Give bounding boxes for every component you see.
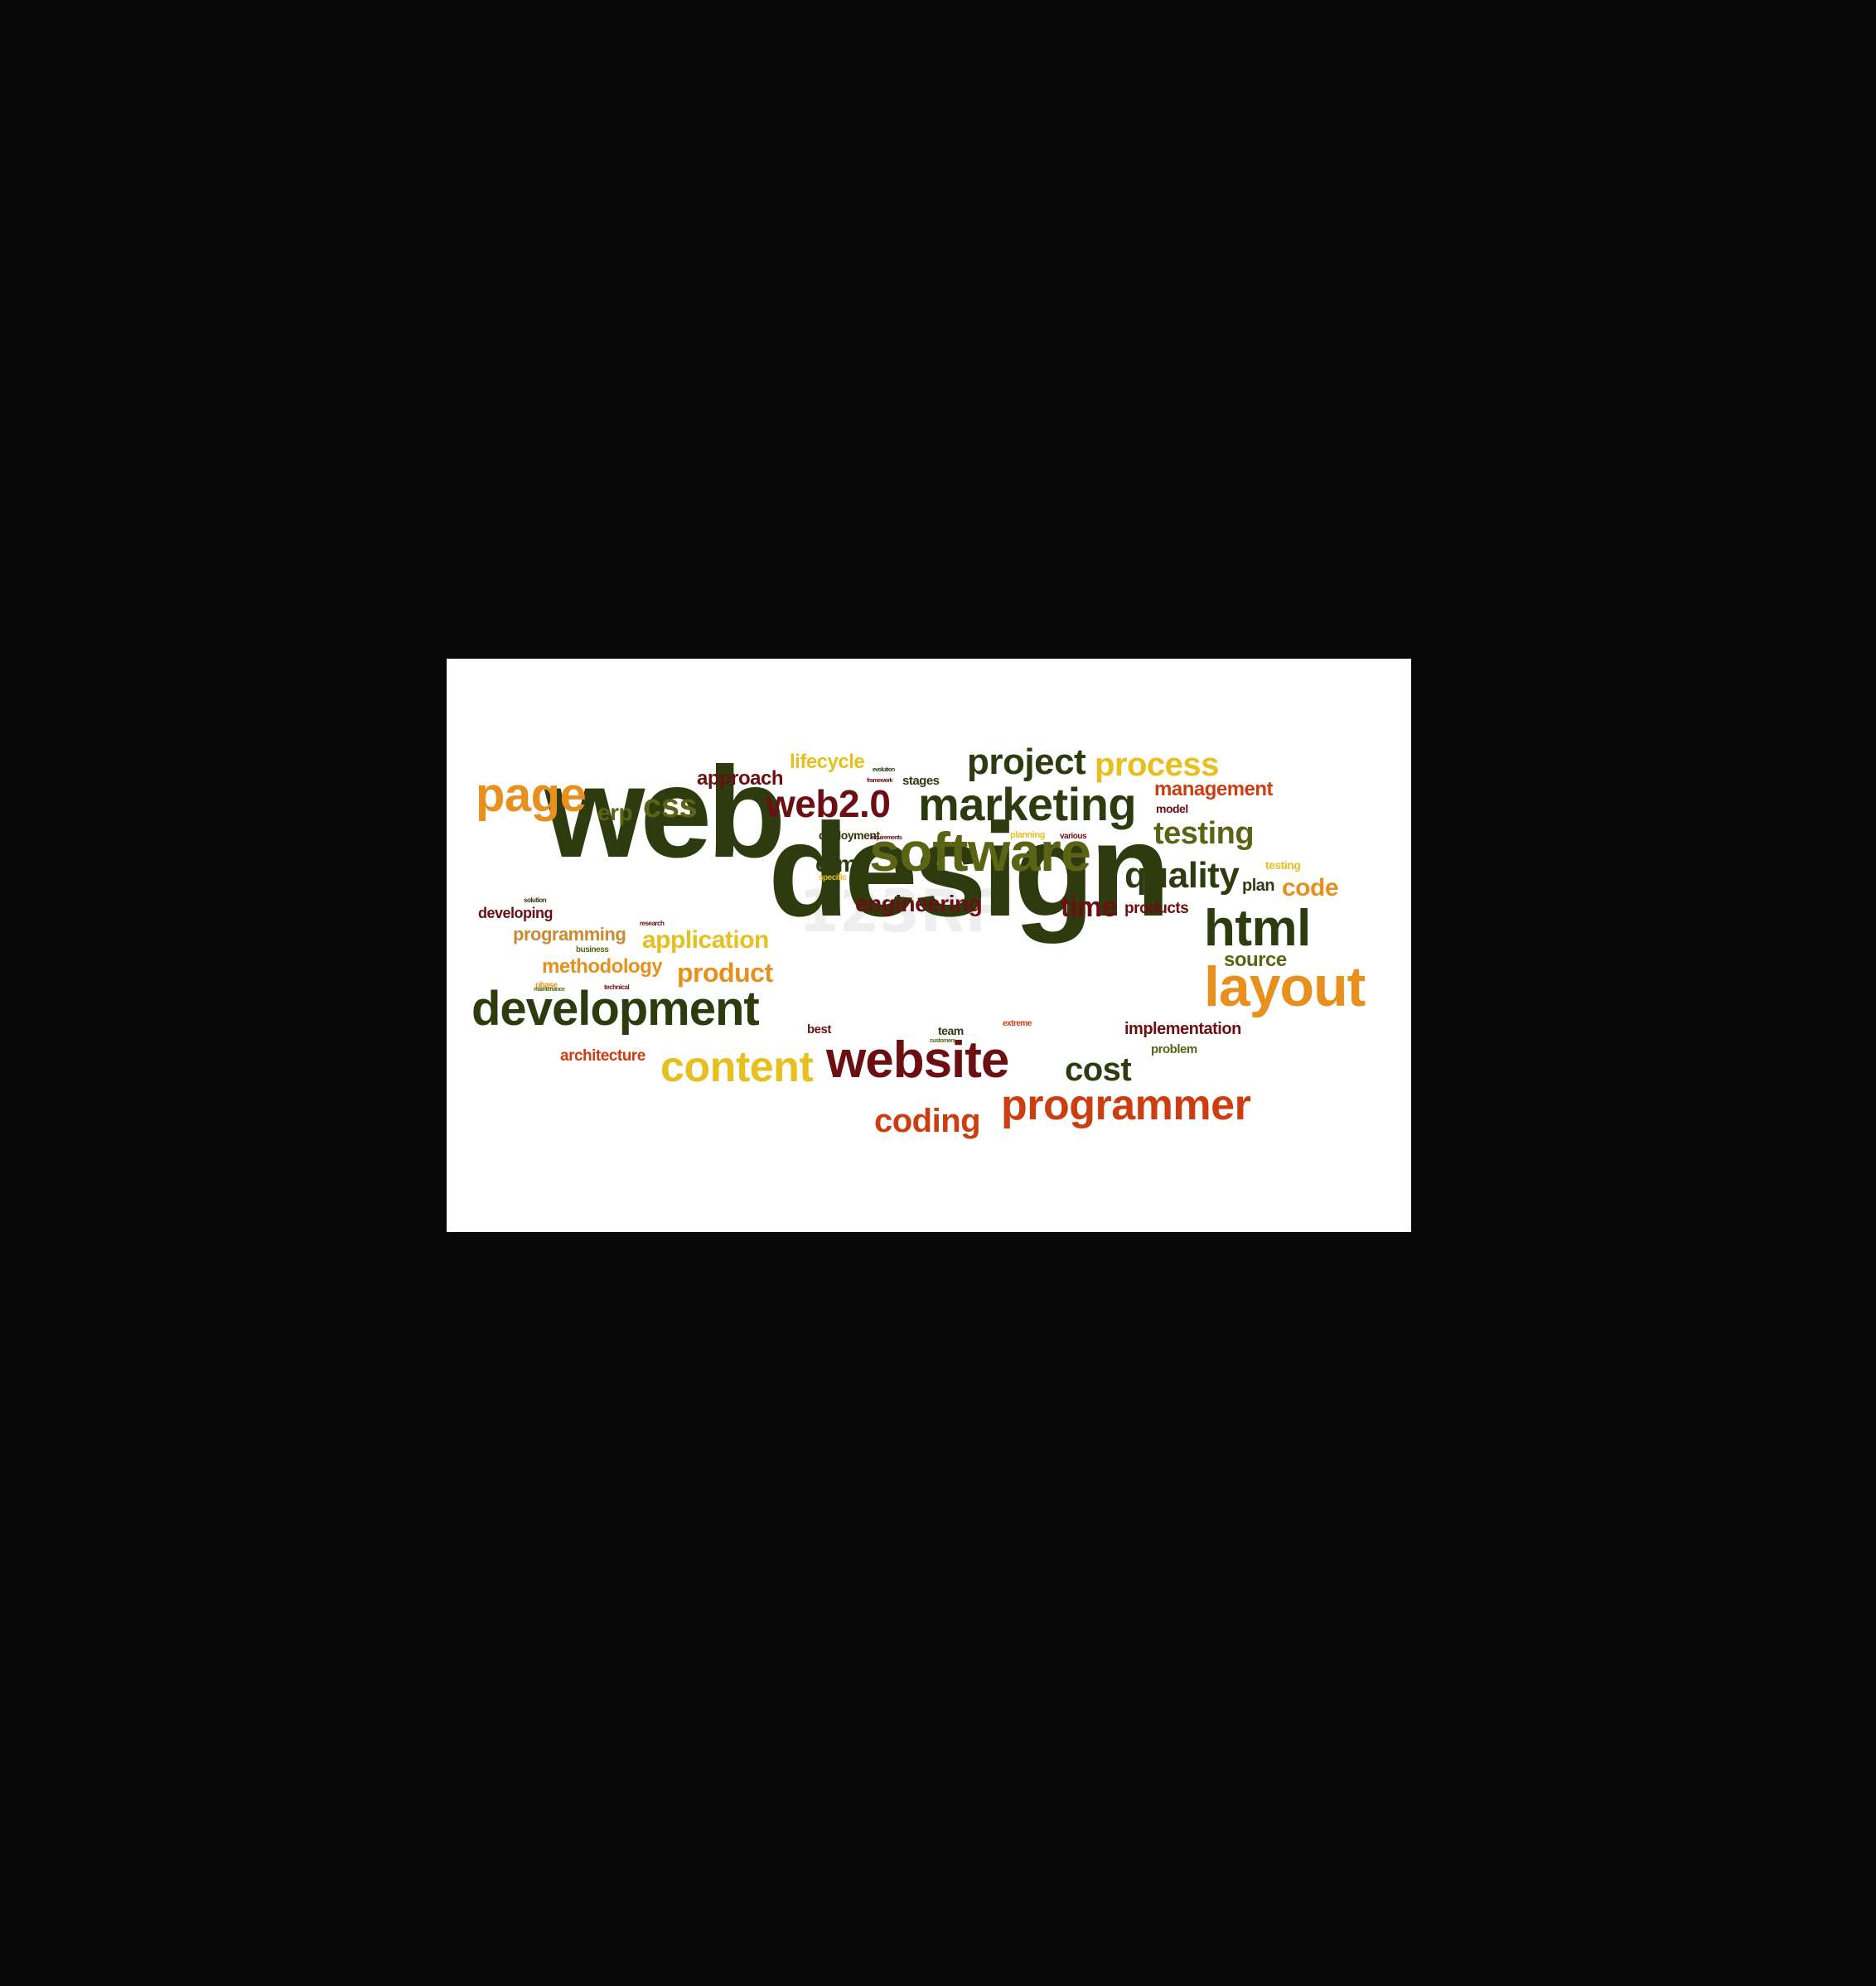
word-testing-large: testing (1153, 816, 1255, 851)
word-layout: layout (1204, 955, 1366, 1018)
word-best: best (807, 1022, 831, 1036)
word-stages: stages (902, 774, 940, 788)
word-process: process (1095, 747, 1219, 783)
word-project: project (967, 742, 1086, 782)
word-quality: quality (1124, 855, 1240, 896)
word-research: research (640, 920, 665, 927)
word-application: application (642, 926, 769, 954)
word-planning: planning (1010, 830, 1045, 840)
word-problem: problem (1151, 1042, 1197, 1056)
word-css: css (643, 788, 698, 824)
word-cost: cost (1065, 1051, 1132, 1088)
word-methodology: methodology (542, 955, 663, 978)
word-framework: framework (867, 778, 892, 784)
word-lifecycle: lifecycle (790, 751, 865, 773)
word-evolution: evolution (873, 767, 895, 773)
word-page: page (476, 768, 587, 822)
word-extreme: extreme (1003, 1019, 1032, 1028)
word-testing-small: testing (1265, 858, 1301, 872)
word-content: content (660, 1043, 814, 1091)
word-product: product (677, 958, 773, 988)
word-management: management (1154, 778, 1274, 800)
word-customers: customers (930, 1038, 955, 1044)
word-design: design (768, 795, 1171, 944)
word-technical: technical (604, 983, 630, 991)
word-html: html (1204, 900, 1311, 957)
word-business: business (576, 945, 609, 954)
word-solution: solution (524, 896, 547, 904)
word-crm: crm (815, 851, 857, 877)
word-requirements: requirements (870, 835, 902, 841)
word-time: time (1061, 892, 1117, 923)
word-code: code (1282, 874, 1339, 901)
word-cloud-image: 123RF web design software development we… (447, 659, 1411, 1232)
word-coding: coding (874, 1103, 981, 1139)
word-maintenance: maintenance (534, 987, 565, 993)
word-web2-0: web2.0 (766, 782, 891, 825)
word-specific: specific (819, 873, 847, 882)
word-architecture: architecture (560, 1047, 645, 1065)
word-approach: approach (697, 767, 784, 790)
word-model: model (1156, 802, 1188, 815)
word-developing: developing (478, 905, 554, 921)
word-development: development (471, 982, 760, 1036)
word-products: products (1124, 900, 1189, 917)
word-plan: plan (1242, 877, 1275, 895)
word-implementation: implementation (1124, 1020, 1241, 1038)
word-programmer: programmer (1001, 1081, 1251, 1129)
word-programming: programming (513, 924, 626, 945)
word-software: software (869, 821, 1091, 882)
word-website: website (826, 1032, 1009, 1089)
word-various: various (1060, 832, 1087, 841)
word-web: web (544, 741, 786, 885)
word-source: source (1224, 949, 1287, 971)
word-erp: erp (597, 800, 633, 825)
word-phase: phase (535, 981, 558, 990)
word-engineering: engineering (855, 891, 983, 916)
word-marketing: marketing (918, 778, 1137, 830)
word-deployment: deployment (819, 829, 880, 842)
word-team: team (938, 1024, 964, 1037)
